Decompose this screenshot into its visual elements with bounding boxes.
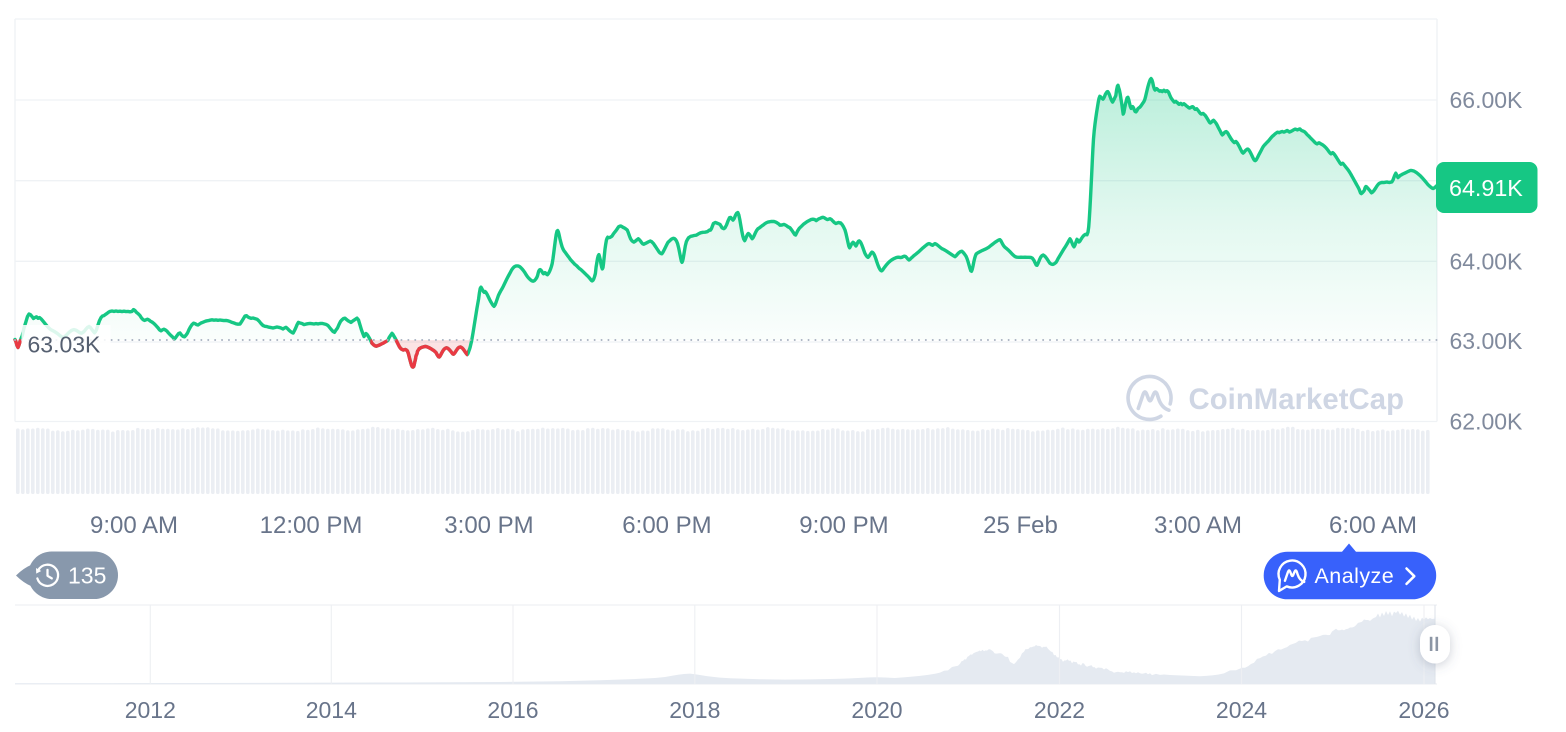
svg-text:2012: 2012	[125, 697, 176, 723]
svg-text:6:00 PM: 6:00 PM	[622, 512, 711, 539]
svg-text:9:00 PM: 9:00 PM	[799, 512, 888, 539]
svg-text:25 Feb: 25 Feb	[983, 512, 1058, 539]
svg-text:66.00K: 66.00K	[1450, 87, 1524, 113]
svg-text:64.00K: 64.00K	[1450, 248, 1524, 274]
svg-text:64.91K: 64.91K	[1449, 175, 1523, 201]
svg-text:3:00 AM: 3:00 AM	[1154, 512, 1242, 539]
svg-text:9:00 AM: 9:00 AM	[90, 512, 178, 539]
svg-text:2022: 2022	[1034, 697, 1085, 723]
svg-text:63.00K: 63.00K	[1450, 328, 1524, 354]
svg-text:2020: 2020	[851, 697, 902, 723]
svg-text:2024: 2024	[1216, 697, 1267, 723]
svg-text:6:00 AM: 6:00 AM	[1329, 512, 1417, 539]
svg-text:CoinMarketCap: CoinMarketCap	[1189, 383, 1405, 416]
svg-text:3:00 PM: 3:00 PM	[444, 512, 533, 539]
svg-text:2026: 2026	[1398, 697, 1449, 723]
svg-text:2016: 2016	[487, 697, 538, 723]
svg-text:62.00K: 62.00K	[1450, 409, 1524, 435]
svg-text:2018: 2018	[669, 697, 720, 723]
svg-text:Analyze: Analyze	[1315, 564, 1395, 588]
svg-text:135: 135	[68, 563, 106, 589]
svg-text:2014: 2014	[306, 697, 357, 723]
svg-text:63.03K: 63.03K	[28, 331, 102, 357]
svg-text:12:00 PM: 12:00 PM	[260, 512, 363, 539]
